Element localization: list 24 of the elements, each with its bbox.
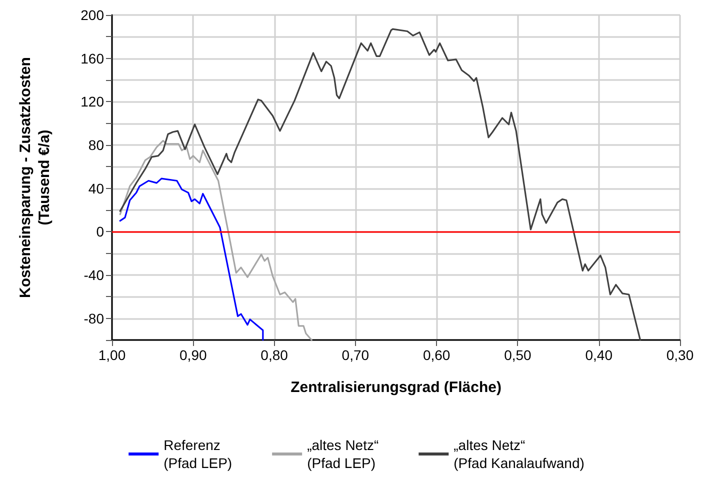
y-tick-label: -40 — [84, 267, 104, 283]
legend-label: Referenz (Pfad LEP) — [164, 437, 232, 471]
x-tick-label: 0,40 — [585, 347, 613, 363]
x-tick-label: 0,90 — [180, 347, 207, 363]
x-tick-label: 0,70 — [342, 347, 370, 363]
line-series — [119, 28, 642, 341]
x-tick-label: 0,80 — [260, 347, 288, 363]
y-tick-label: 80 — [88, 137, 104, 153]
y-tick-label: 0 — [96, 224, 104, 240]
y-tick-label: 200 — [80, 7, 104, 23]
y-tick-label: -80 — [84, 310, 104, 326]
x-axis-title: Zentralisierungsgrad (Fläche) — [290, 379, 502, 396]
legend-label: „altes Netz“ (Pfad LEP) — [307, 437, 379, 471]
x-tick-label: 0,50 — [504, 347, 532, 363]
x-tick-label: 0,30 — [666, 347, 694, 363]
y-axis-title: Kosteneinsparung - Zusatzkosten (Tausend €/a) — [17, 57, 53, 298]
legend-label: „altes Netz“ (Pfad Kanalaufwand) — [454, 437, 584, 471]
line-series — [119, 140, 312, 341]
line-series — [119, 178, 264, 341]
x-tick-label: 1,00 — [98, 347, 126, 363]
y-tick-label: 160 — [80, 50, 104, 66]
y-tick-label: 120 — [80, 94, 104, 110]
x-tick-label: 0,60 — [422, 347, 450, 363]
y-tick-label: 40 — [88, 180, 104, 196]
